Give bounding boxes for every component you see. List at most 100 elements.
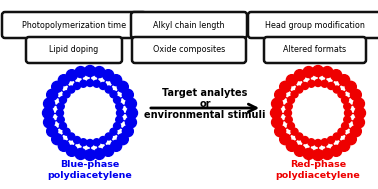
Circle shape [122,89,133,100]
Circle shape [52,81,63,92]
Circle shape [339,75,350,86]
Circle shape [338,128,345,135]
Circle shape [87,139,93,146]
Circle shape [117,134,129,145]
Circle shape [73,136,81,143]
Circle shape [75,67,86,77]
Circle shape [275,89,286,100]
Circle shape [294,145,305,156]
Circle shape [68,86,75,93]
Circle shape [58,75,69,86]
Circle shape [127,108,138,119]
FancyBboxPatch shape [248,12,378,38]
Circle shape [73,82,81,89]
Circle shape [280,134,291,145]
Circle shape [285,103,292,110]
Circle shape [125,98,136,109]
Circle shape [110,91,117,98]
Circle shape [350,89,361,100]
Circle shape [85,149,96,160]
Circle shape [103,145,114,156]
Circle shape [271,108,282,119]
Circle shape [342,122,349,129]
Circle shape [63,128,70,135]
Circle shape [302,136,308,143]
Circle shape [93,80,100,87]
Circle shape [331,145,342,156]
Circle shape [322,67,333,77]
Text: Oxide composites: Oxide composites [153,46,225,54]
Circle shape [80,139,87,146]
Circle shape [321,80,328,87]
Circle shape [285,109,291,116]
Circle shape [327,136,335,143]
FancyBboxPatch shape [2,12,146,38]
Circle shape [271,98,282,109]
Circle shape [339,140,350,151]
Circle shape [333,86,340,93]
Circle shape [280,81,291,92]
Circle shape [93,139,100,146]
Circle shape [58,140,69,151]
Circle shape [46,126,58,137]
Circle shape [105,86,112,93]
Circle shape [59,96,67,104]
Circle shape [291,128,298,135]
Circle shape [288,96,294,104]
Circle shape [355,108,366,119]
Circle shape [111,140,122,151]
Text: Head group modification: Head group modification [265,20,365,29]
Circle shape [313,149,324,160]
FancyBboxPatch shape [132,37,246,63]
Circle shape [344,109,352,116]
Circle shape [303,67,314,77]
Circle shape [110,128,117,135]
Circle shape [314,139,322,146]
Circle shape [331,70,342,81]
Circle shape [56,109,64,116]
FancyBboxPatch shape [131,12,247,38]
Circle shape [103,70,114,81]
Circle shape [308,80,315,87]
FancyBboxPatch shape [26,37,122,63]
Circle shape [87,80,93,87]
Circle shape [99,82,107,89]
Circle shape [94,67,105,77]
Circle shape [75,148,86,160]
FancyBboxPatch shape [264,37,366,63]
Text: Red-phase
polydiacetylene: Red-phase polydiacetylene [276,160,360,180]
Circle shape [275,126,286,137]
Circle shape [111,75,122,86]
Circle shape [285,116,292,123]
Circle shape [122,126,133,137]
Circle shape [353,98,364,109]
Circle shape [43,117,54,128]
Text: Lipid doping: Lipid doping [50,46,99,54]
Circle shape [116,116,123,123]
Circle shape [46,89,58,100]
Circle shape [85,66,96,77]
Text: Altered formats: Altered formats [284,46,347,54]
Text: Blue-phase
polydiacetylene: Blue-phase polydiacetylene [48,160,132,180]
Circle shape [43,98,54,109]
Circle shape [321,139,328,146]
Circle shape [350,126,361,137]
Circle shape [308,139,315,146]
Circle shape [327,82,335,89]
Circle shape [296,133,303,140]
Circle shape [59,122,67,129]
Text: Target analytes: Target analytes [162,88,248,98]
Circle shape [66,70,77,81]
Circle shape [57,116,64,123]
Text: Alkyl chain length: Alkyl chain length [153,20,225,29]
Circle shape [313,66,324,77]
Circle shape [344,116,351,123]
Circle shape [345,81,356,92]
Circle shape [105,133,112,140]
Circle shape [113,122,121,129]
Circle shape [294,70,305,81]
Circle shape [342,96,349,104]
Circle shape [303,148,314,160]
Circle shape [63,91,70,98]
Circle shape [271,117,282,128]
